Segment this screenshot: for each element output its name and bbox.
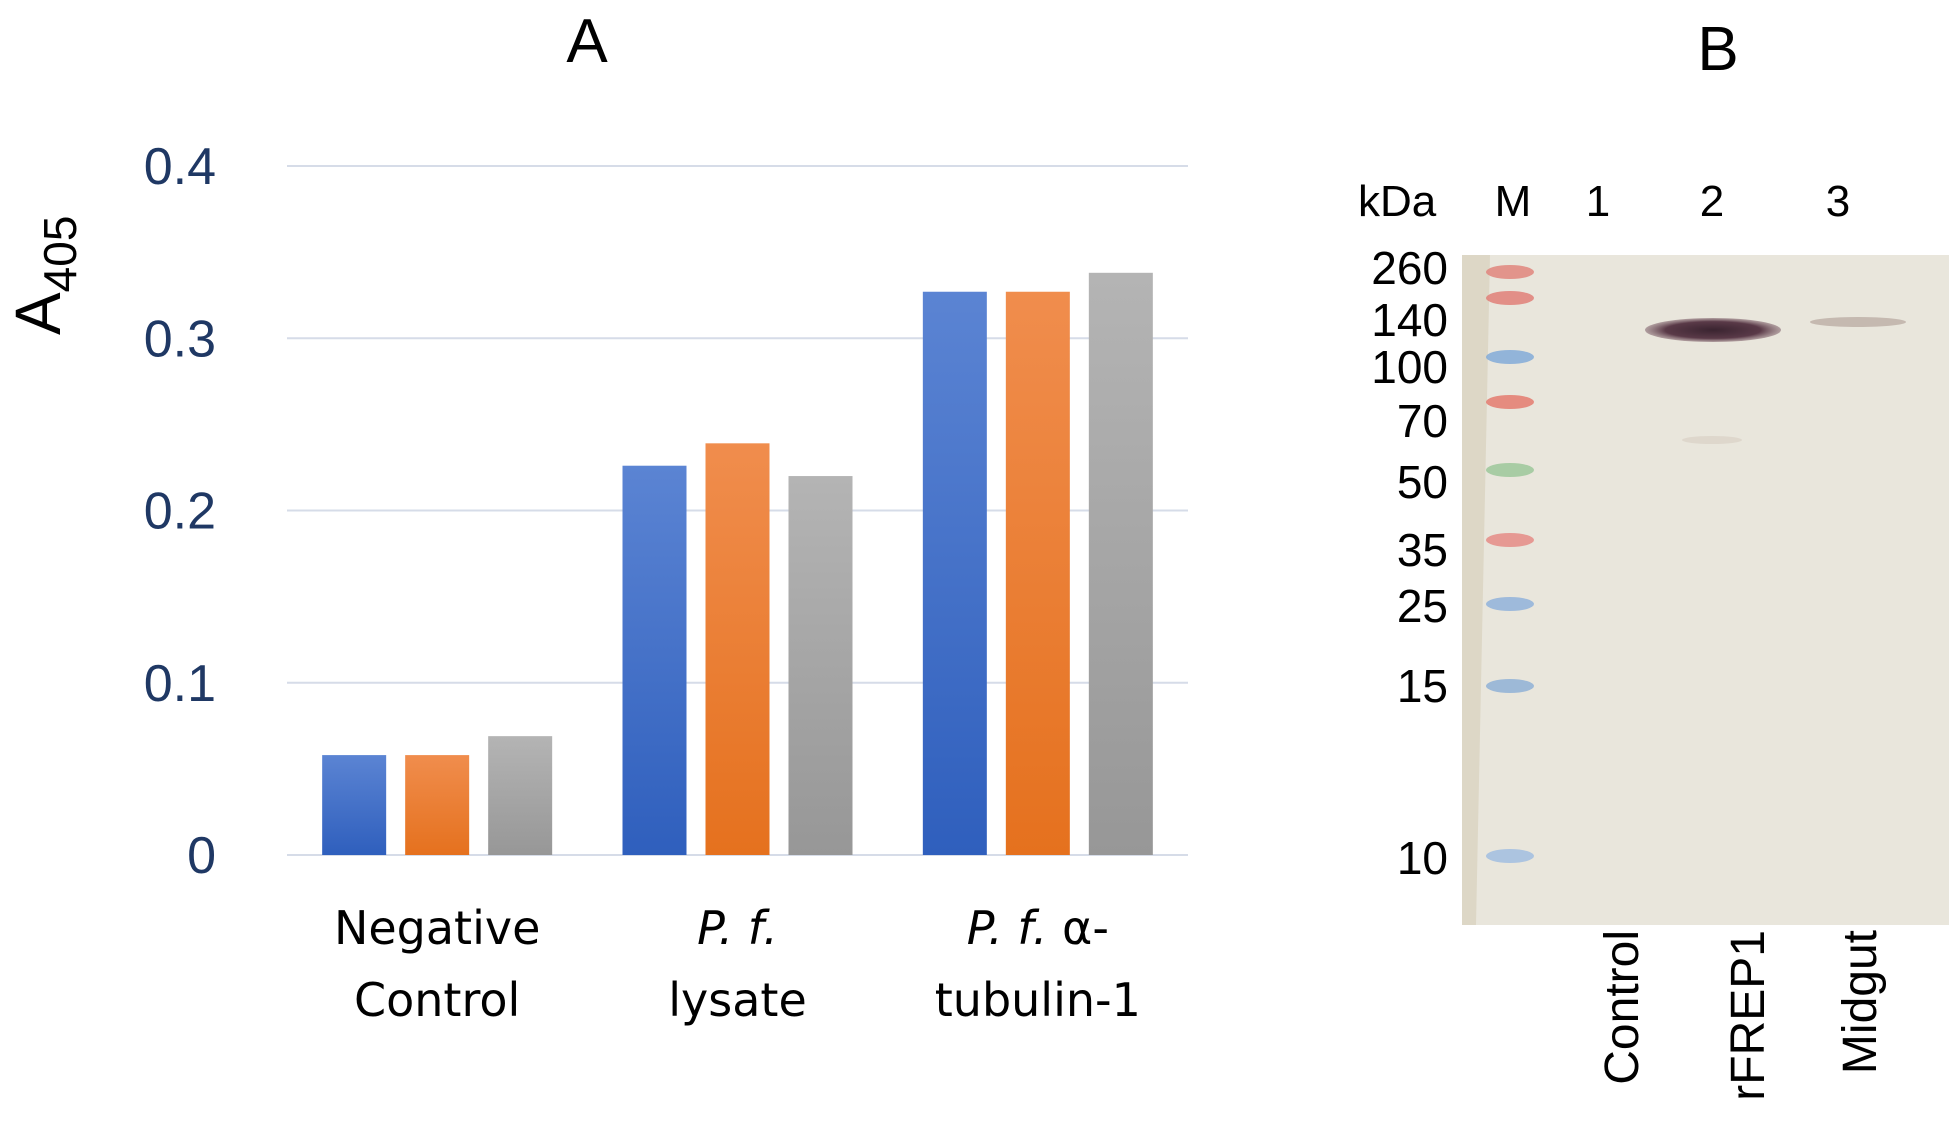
category-label-line1: Negative xyxy=(334,901,540,955)
y-tick-label: 0.4 xyxy=(144,138,216,196)
category-label-line2: tubulin-1 xyxy=(935,973,1141,1027)
bar-1-series-2 xyxy=(405,755,470,855)
bars xyxy=(322,272,1153,855)
kda-unit-label: kDa xyxy=(1358,177,1437,226)
membrane-edge-shadow xyxy=(1462,255,1490,925)
sample-label-control: Control xyxy=(1596,930,1649,1085)
band-rfrep1-140kda xyxy=(1645,318,1781,342)
ladder-band xyxy=(1486,849,1534,863)
y-axis-tick-labels: 0 0.1 0.2 0.3 0.4 xyxy=(144,138,216,885)
bar-2-series-1 xyxy=(622,465,687,855)
lane-header-2: 2 xyxy=(1700,177,1724,226)
lane-header-marker: M xyxy=(1495,177,1532,226)
ladder-band xyxy=(1486,291,1534,305)
y-axis-label: A405 xyxy=(2,216,86,335)
category-label-line2: lysate xyxy=(668,973,807,1027)
blot-membrane xyxy=(1462,255,1949,925)
sample-label-midgut: Midgut xyxy=(1834,930,1887,1074)
bar-chart-panel: A 0 0.1 0.2 0.3 0.4 A405 Negative Control P. f… xyxy=(2,7,1188,1027)
sample-label-rfrep1: rFREP1 xyxy=(1722,930,1775,1101)
bar-3-series-3 xyxy=(1088,272,1153,855)
mw-label: 100 xyxy=(1371,341,1448,393)
x-axis-category-labels: Negative Control P. f. lysate P. f. α-tubuli… xyxy=(334,901,1141,1027)
ladder-band xyxy=(1486,395,1534,409)
mw-label: 35 xyxy=(1397,524,1448,576)
lane-header-3: 3 xyxy=(1826,177,1850,226)
ladder-band xyxy=(1486,679,1534,693)
lane-header-1: 1 xyxy=(1586,177,1610,226)
category-label-line1: P. f. xyxy=(697,901,778,955)
bar-2-series-2 xyxy=(705,443,770,855)
mw-label: 15 xyxy=(1397,660,1448,712)
y-tick-label: 0.1 xyxy=(144,655,216,713)
mw-label: 70 xyxy=(1397,395,1448,447)
ladder-band xyxy=(1486,350,1534,364)
protein-ladder xyxy=(1486,265,1534,863)
ladder-band xyxy=(1486,533,1534,547)
bar-2-series-3 xyxy=(788,476,853,855)
y-tick-label: 0 xyxy=(187,827,216,885)
category-label-line2: Control xyxy=(354,973,520,1027)
band-rfrep1-faint xyxy=(1682,436,1742,444)
mw-label: 10 xyxy=(1397,832,1448,884)
mw-label: 260 xyxy=(1371,242,1448,294)
ladder-band xyxy=(1486,463,1534,477)
panel-b-letter: B xyxy=(1697,15,1738,84)
ladder-band xyxy=(1486,597,1534,611)
band-midgut-140kda xyxy=(1810,317,1906,327)
y-tick-label: 0.3 xyxy=(144,310,216,368)
bar-3-series-2 xyxy=(1005,291,1070,855)
mw-label: 140 xyxy=(1371,294,1448,346)
bar-1-series-1 xyxy=(322,755,387,855)
panel-a-letter: A xyxy=(566,7,608,76)
lane-headers: M 1 2 3 xyxy=(1495,177,1851,226)
bar-3-series-1 xyxy=(922,291,987,855)
bar-1-series-3 xyxy=(488,736,553,855)
sample-labels: Control rFREP1 Midgut xyxy=(1596,930,1887,1101)
y-tick-label: 0.2 xyxy=(144,483,216,541)
mw-label: 50 xyxy=(1397,456,1448,508)
ladder-band xyxy=(1486,265,1534,279)
mw-label: 25 xyxy=(1397,580,1448,632)
category-label-line1: P. f. α- xyxy=(967,901,1109,955)
